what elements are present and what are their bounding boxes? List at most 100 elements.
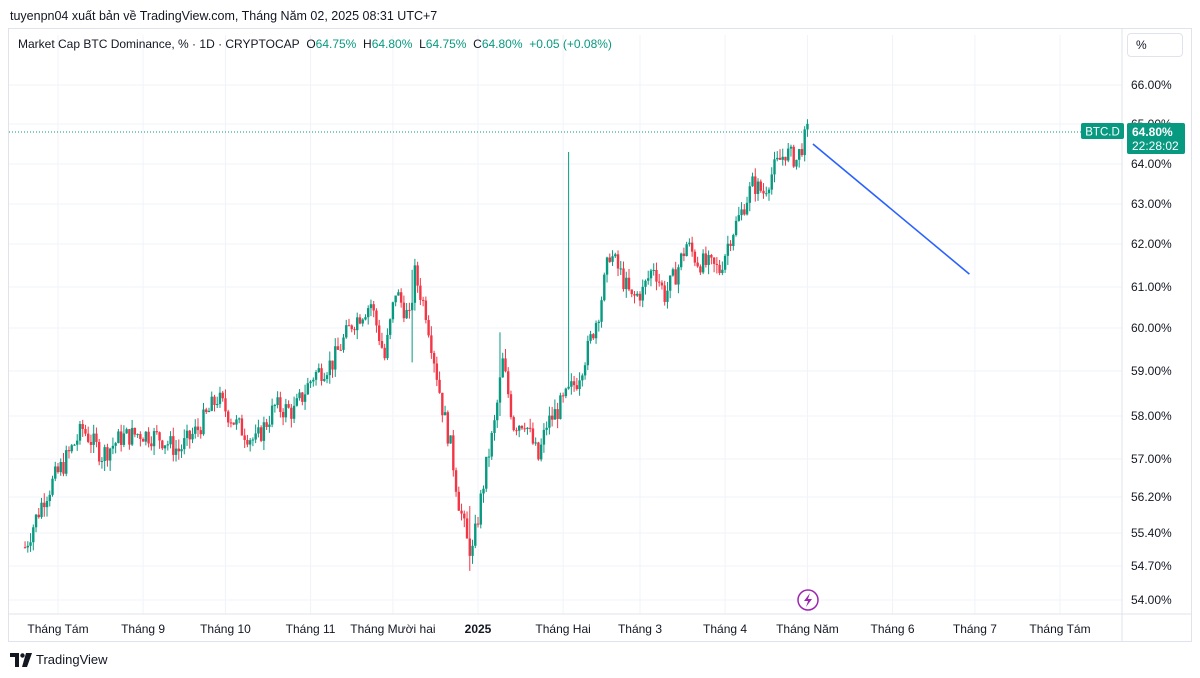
candle-body xyxy=(572,381,576,386)
candle-body xyxy=(699,266,702,273)
candle-body xyxy=(65,450,68,474)
candle-body xyxy=(583,365,587,376)
lightning-icon[interactable] xyxy=(797,589,819,611)
candle-body xyxy=(597,321,601,323)
candle-body xyxy=(303,394,307,402)
candle-body xyxy=(561,395,565,397)
candle-body xyxy=(734,220,738,236)
candle-body xyxy=(803,129,806,156)
candle-body xyxy=(259,427,263,441)
candle-body xyxy=(663,285,666,302)
candle-body xyxy=(45,501,49,508)
y-tick-label: 57.00% xyxy=(1131,452,1172,466)
candle-body xyxy=(509,394,513,418)
x-tick-label: Tháng 7 xyxy=(953,622,997,636)
candle-body xyxy=(627,277,631,290)
candle-body xyxy=(578,380,581,390)
candle-body xyxy=(317,368,320,373)
candle-body xyxy=(202,409,205,435)
y-tick-label: 58.00% xyxy=(1131,409,1172,423)
candle-body xyxy=(284,404,288,418)
candle-body xyxy=(254,433,257,440)
legend-high-value: 64.80% xyxy=(371,37,413,51)
candle-body xyxy=(34,514,38,528)
candle-body xyxy=(177,448,180,452)
candle-body xyxy=(372,304,375,311)
chart-frame xyxy=(8,28,1192,642)
candle-body xyxy=(564,388,568,397)
candle-body xyxy=(328,360,331,376)
candle-body xyxy=(133,427,137,435)
candle-body xyxy=(553,409,557,420)
candle-body xyxy=(325,375,329,379)
x-tick-label: Tháng Tám xyxy=(27,622,88,636)
candle-body xyxy=(806,123,809,130)
candle-body xyxy=(432,353,436,364)
candle-body xyxy=(399,292,403,303)
candle-body xyxy=(707,254,710,265)
candle-body xyxy=(350,325,353,330)
candle-body xyxy=(114,443,117,446)
legend-close-label: C xyxy=(473,37,482,51)
candle-body xyxy=(410,302,414,311)
candle-body xyxy=(375,310,378,326)
candle-body xyxy=(40,502,43,518)
candle-body xyxy=(312,379,315,382)
candle-body xyxy=(48,494,51,502)
candle-body xyxy=(356,317,359,331)
candle-body xyxy=(265,422,268,427)
candle-body xyxy=(545,427,548,430)
candle-body xyxy=(679,253,683,268)
candle-body xyxy=(688,242,691,245)
candle-body xyxy=(246,439,249,445)
candle-body xyxy=(795,159,798,167)
candle-body xyxy=(476,523,480,525)
candle-body xyxy=(364,317,367,320)
y-tick-label: 56.20% xyxy=(1131,490,1172,504)
candle-body xyxy=(240,418,244,436)
candle-body xyxy=(67,450,71,452)
candle-body xyxy=(26,545,30,548)
candle-body xyxy=(446,412,450,444)
unit-toggle-button[interactable]: % xyxy=(1127,33,1183,57)
candle-body xyxy=(78,424,82,441)
candle-body xyxy=(95,433,98,443)
candle-body xyxy=(718,264,721,274)
badge-symbol: BTC.D xyxy=(1085,127,1120,139)
candle-body xyxy=(161,440,164,449)
candle-body xyxy=(463,513,466,519)
candle-body xyxy=(158,432,161,441)
candle-body xyxy=(377,325,381,341)
candle-body xyxy=(229,422,233,424)
candle-body xyxy=(174,448,178,455)
candle-body xyxy=(608,257,611,262)
candle-body xyxy=(792,146,795,167)
candle-body xyxy=(526,427,529,430)
candle-body xyxy=(625,277,628,290)
candle-body xyxy=(517,425,521,431)
candle-body xyxy=(287,404,290,408)
tradingview-logo-icon xyxy=(10,652,32,667)
candle-body xyxy=(534,442,537,444)
candle-body xyxy=(314,372,318,380)
candle-body xyxy=(367,308,370,318)
candle-body xyxy=(443,412,447,416)
x-tick-label: Tháng Tám xyxy=(1029,622,1090,636)
candle-body xyxy=(548,415,551,428)
badge-symbol-bg xyxy=(1081,123,1124,139)
candle-body xyxy=(402,302,406,319)
candle-body xyxy=(70,445,73,452)
candle-body xyxy=(32,527,35,543)
candle-body xyxy=(487,456,491,458)
publisher-header: tuyenpn04 xuất bản về TradingView.com, T… xyxy=(10,9,438,23)
candle-body xyxy=(188,430,191,440)
trendline[interactable] xyxy=(812,143,970,275)
candle-body xyxy=(416,265,419,286)
candle-body xyxy=(86,433,90,442)
candle-body xyxy=(73,444,76,446)
footer-brand-label: TradingView xyxy=(36,652,108,667)
candle-body xyxy=(172,436,175,455)
candle-body xyxy=(345,325,348,338)
candle-body xyxy=(185,430,189,439)
